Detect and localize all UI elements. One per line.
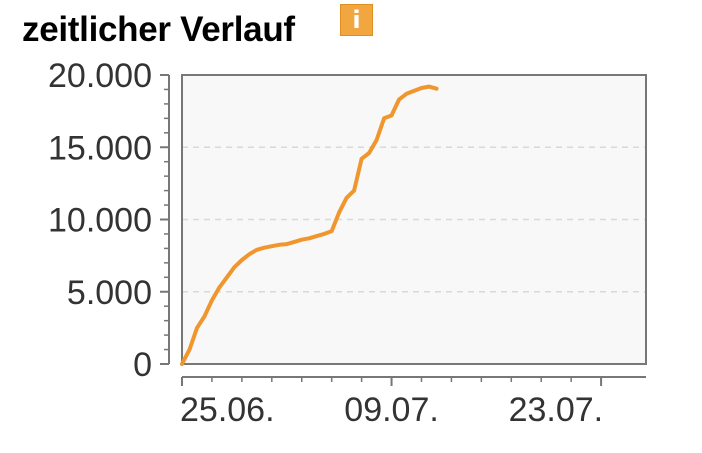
data-point bbox=[225, 275, 229, 280]
x-tick-label: 25.06. bbox=[180, 391, 275, 429]
data-point bbox=[389, 113, 394, 118]
data-point bbox=[404, 91, 409, 96]
data-point bbox=[307, 236, 312, 241]
x-tick-label: 23.07. bbox=[509, 391, 604, 429]
data-point bbox=[374, 138, 379, 142]
data-point bbox=[217, 285, 222, 290]
data-point bbox=[322, 232, 326, 236]
data-point bbox=[255, 248, 259, 252]
data-point bbox=[292, 240, 297, 244]
info-icon[interactable]: i bbox=[340, 4, 373, 36]
data-point bbox=[299, 237, 304, 242]
data-point bbox=[427, 84, 431, 89]
chart-title: zeitlicher Verlauf bbox=[22, 10, 295, 49]
data-point bbox=[337, 210, 341, 215]
data-point bbox=[397, 97, 401, 102]
tick-labels: 0 5.000 10.000 15.000 20.000 25.06. 09.07. 23.0… bbox=[48, 57, 603, 429]
data-point bbox=[277, 242, 282, 247]
y-tick-label: 0 bbox=[133, 346, 152, 384]
data-point bbox=[187, 347, 192, 352]
plot-frame bbox=[181, 74, 647, 365]
data-point bbox=[344, 196, 349, 200]
data-point bbox=[434, 86, 439, 91]
data-point bbox=[419, 86, 424, 90]
data-point bbox=[195, 326, 199, 330]
x-tick-label: 09.07. bbox=[344, 391, 439, 429]
data-point bbox=[270, 244, 274, 249]
y-tick-label: 10.000 bbox=[48, 202, 152, 240]
data-point bbox=[262, 245, 267, 250]
data-point bbox=[412, 89, 416, 93]
y-tick-label: 20.000 bbox=[48, 57, 152, 95]
data-point bbox=[359, 157, 364, 161]
data-point bbox=[329, 229, 334, 233]
tick-marks bbox=[160, 74, 603, 386]
y-tick-label: 5.000 bbox=[67, 274, 152, 312]
data-point bbox=[367, 151, 371, 155]
data-point bbox=[232, 265, 237, 269]
data-point bbox=[247, 252, 252, 256]
series-layer bbox=[180, 84, 439, 366]
data-point bbox=[382, 116, 386, 121]
y-tick-label: 15.000 bbox=[48, 129, 152, 167]
data-point bbox=[202, 314, 207, 319]
data-point bbox=[210, 298, 214, 303]
data-point bbox=[352, 188, 356, 193]
data-point bbox=[284, 242, 289, 246]
data-point bbox=[240, 258, 244, 262]
data-point bbox=[180, 362, 184, 366]
grid-lines bbox=[182, 146, 646, 293]
data-point bbox=[314, 234, 319, 238]
